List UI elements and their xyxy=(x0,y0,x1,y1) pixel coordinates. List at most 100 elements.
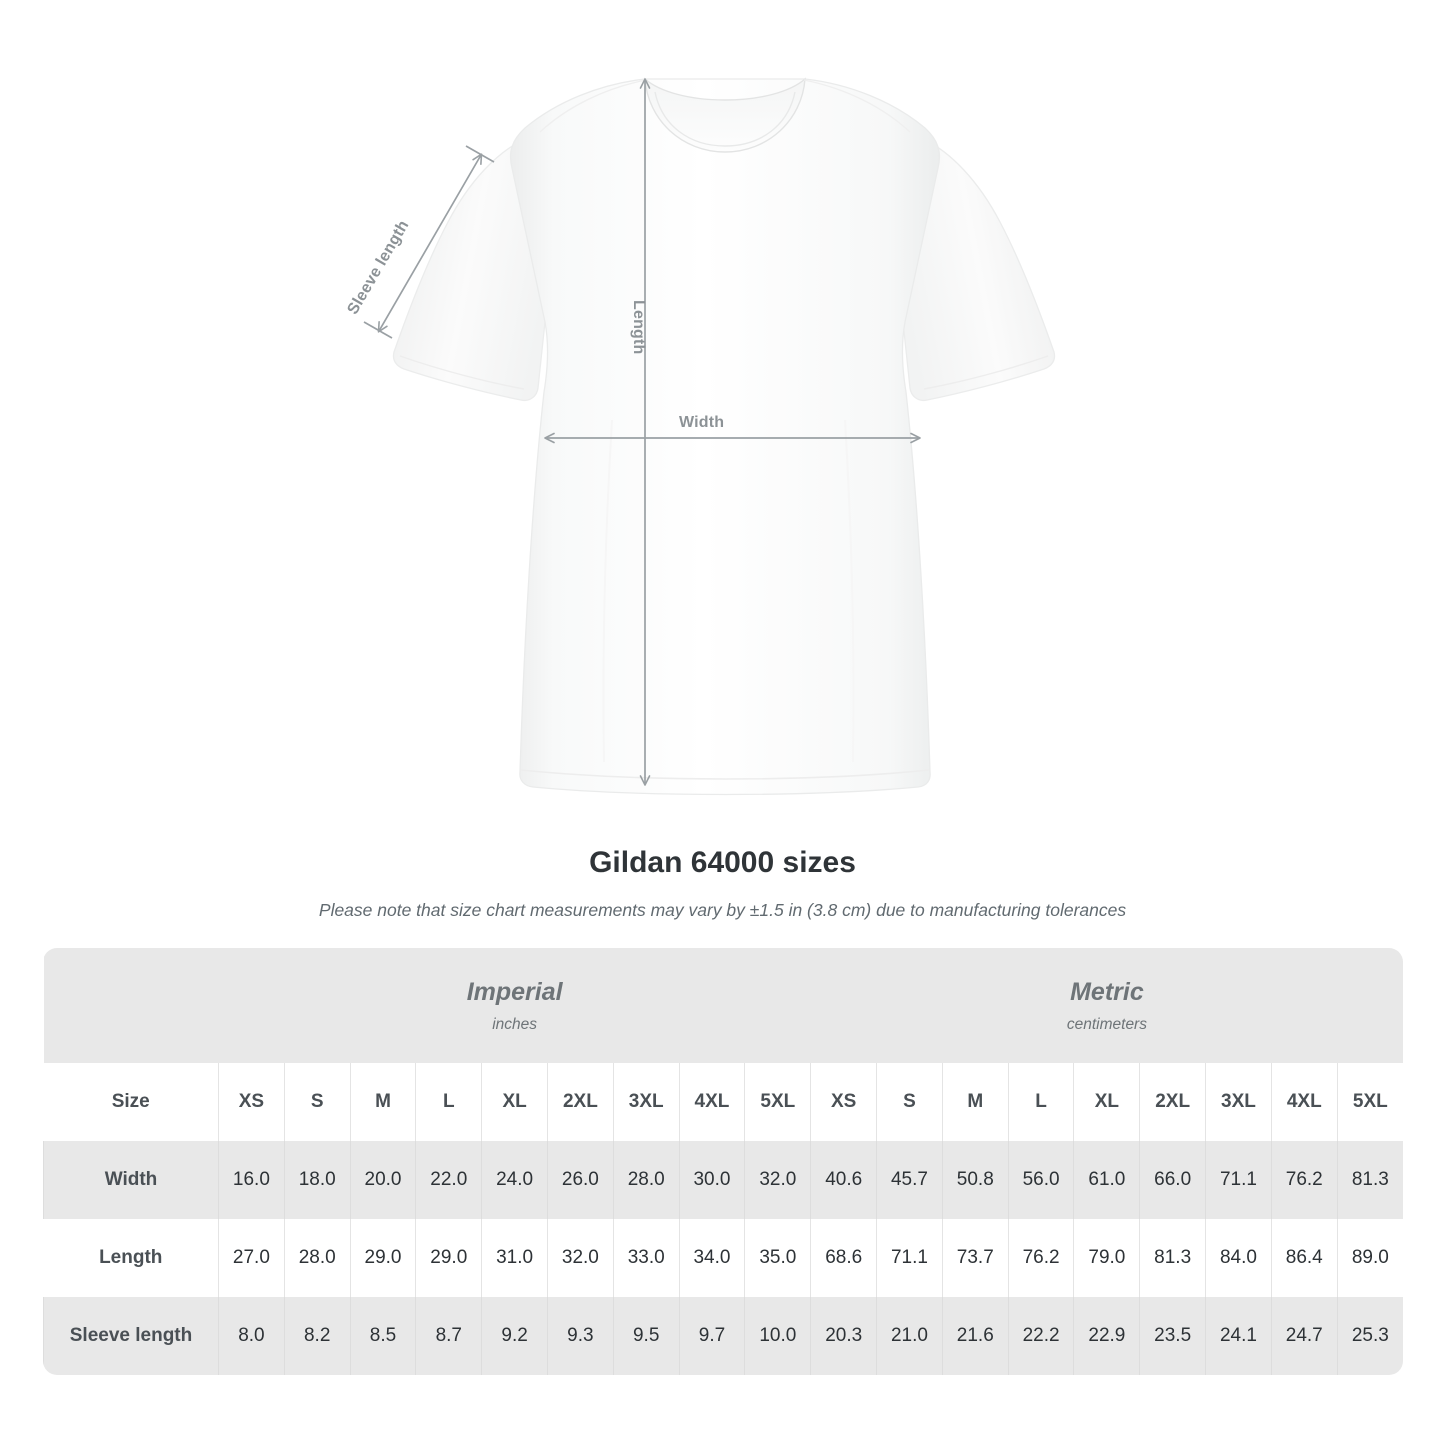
measurement-value-cell: 24.1 xyxy=(1205,1297,1272,1375)
measurement-value-cell: 20.0 xyxy=(349,1141,416,1219)
measurement-value-cell: 76.2 xyxy=(1007,1219,1074,1297)
size-header-cell: L xyxy=(415,1063,482,1141)
page-title: Gildan 64000 sizes xyxy=(589,846,856,879)
banner-metric-unit: centimeters xyxy=(1066,1015,1147,1033)
sleeve-length-arrow xyxy=(377,153,483,333)
banner-imperial-name: Imperial xyxy=(466,977,563,1006)
measurement-value-cell: 26.0 xyxy=(546,1141,614,1219)
measurement-value-cell: 10.0 xyxy=(744,1297,811,1375)
measurement-value-cell: 50.8 xyxy=(941,1141,1009,1219)
measurement-value-cell: 8.0 xyxy=(218,1297,285,1375)
size-header-row: Size XS S M L XL 2XL 3XL 4XL 5XL XS S M L XL 2XL 3XL 4XL… xyxy=(43,1063,1404,1141)
measurement-value-cell: 35.0 xyxy=(744,1219,811,1297)
size-chart-table-wrapper: Imperial inches Metric centimeters Size … xyxy=(43,948,1404,1375)
measurement-label-cell: Width xyxy=(43,1141,219,1219)
banner-imperial: Imperial inches xyxy=(218,948,811,1063)
measurement-label-cell: Length xyxy=(43,1219,219,1297)
tshirt-body xyxy=(392,77,1056,796)
measurement-value-cell: 79.0 xyxy=(1073,1219,1140,1297)
banner-spacer xyxy=(43,948,219,1063)
size-header-cell: M xyxy=(349,1063,416,1141)
measurement-value-cell: 31.0 xyxy=(481,1219,548,1297)
chart-title-block: Gildan 64000 sizes Please note that size… xyxy=(0,845,1445,921)
width-label: Width xyxy=(679,414,725,431)
measurement-value-cell: 16.0 xyxy=(218,1141,285,1219)
measurement-value-cell: 81.3 xyxy=(1139,1219,1206,1297)
banner-metric-name: Metric xyxy=(1070,977,1144,1006)
size-chart-table: Imperial inches Metric centimeters Size … xyxy=(43,948,1404,1375)
measurement-value-cell: 89.0 xyxy=(1336,1219,1404,1297)
measurement-value-cell: 29.0 xyxy=(349,1219,416,1297)
table-row: Length 27.0 28.0 29.0 29.0 31.0 32.0 33.0 34.0 35… xyxy=(43,1219,1404,1297)
measurement-value-cell: 33.0 xyxy=(612,1219,680,1297)
tshirt-illustration xyxy=(363,77,1056,796)
size-header-cell: 4XL xyxy=(1270,1063,1338,1141)
measurement-value-cell: 9.3 xyxy=(546,1297,614,1375)
measurement-value-cell: 30.0 xyxy=(678,1141,745,1219)
measurement-value-cell: 25.3 xyxy=(1336,1297,1404,1375)
unit-system-banner: Imperial inches Metric centimeters xyxy=(43,948,1404,1063)
measurement-value-cell: 40.6 xyxy=(810,1141,877,1219)
measurement-value-cell: 21.6 xyxy=(941,1297,1009,1375)
measurement-value-cell: 9.7 xyxy=(678,1297,745,1375)
measurement-value-cell: 45.7 xyxy=(876,1141,943,1219)
size-header-cell: 3XL xyxy=(612,1063,680,1141)
measurement-value-cell: 71.1 xyxy=(876,1219,943,1297)
measurement-value-cell: 27.0 xyxy=(218,1219,285,1297)
size-header-cell: XL xyxy=(1073,1063,1140,1141)
size-header-cell: 5XL xyxy=(1336,1063,1404,1141)
measurement-value-cell: 66.0 xyxy=(1139,1141,1206,1219)
size-header-cell: 2XL xyxy=(546,1063,614,1141)
measurement-value-cell: 29.0 xyxy=(415,1219,482,1297)
size-header-cell: M xyxy=(941,1063,1009,1141)
length-label: Length xyxy=(630,300,647,355)
measurement-value-cell: 9.5 xyxy=(612,1297,680,1375)
measurement-value-cell: 61.0 xyxy=(1073,1141,1140,1219)
measurement-value-cell: 22.9 xyxy=(1073,1297,1140,1375)
size-header-cell: 3XL xyxy=(1205,1063,1272,1141)
measurement-value-cell: 9.2 xyxy=(481,1297,548,1375)
measurement-value-cell: 76.2 xyxy=(1270,1141,1338,1219)
measurement-value-cell: 23.5 xyxy=(1139,1297,1206,1375)
measurement-value-cell: 24.0 xyxy=(481,1141,548,1219)
measurement-value-cell: 84.0 xyxy=(1205,1219,1272,1297)
banner-imperial-unit: inches xyxy=(492,1015,538,1033)
size-header-cell: 5XL xyxy=(744,1063,811,1141)
measurement-value-cell: 8.7 xyxy=(415,1297,482,1375)
measurement-value-cell: 21.0 xyxy=(876,1297,943,1375)
table-row: Sleeve length 8.0 8.2 8.5 8.7 9.2 9.3 9.5 9.7 10.… xyxy=(43,1297,1404,1375)
measurement-value-cell: 22.2 xyxy=(1007,1297,1074,1375)
size-header-cell: XS xyxy=(218,1063,285,1141)
size-header-cell: 2XL xyxy=(1139,1063,1206,1141)
sleeve-tick-top xyxy=(465,145,495,163)
size-header-cell: S xyxy=(283,1063,351,1141)
table-row: Width 16.0 18.0 20.0 22.0 24.0 26.0 28.0 30.0 32.… xyxy=(43,1141,1404,1219)
measurement-value-cell: 56.0 xyxy=(1007,1141,1074,1219)
measurement-value-cell: 8.5 xyxy=(349,1297,416,1375)
measurement-value-cell: 8.2 xyxy=(283,1297,351,1375)
measurement-value-cell: 71.1 xyxy=(1205,1141,1272,1219)
measurement-value-cell: 86.4 xyxy=(1270,1219,1338,1297)
size-header-cell: XS xyxy=(810,1063,877,1141)
measurement-label-cell: Sleeve length xyxy=(43,1297,219,1375)
tolerance-note: Please note that size chart measurements… xyxy=(318,900,1127,920)
measurement-value-cell: 68.6 xyxy=(810,1219,877,1297)
measurement-value-cell: 28.0 xyxy=(612,1141,680,1219)
banner-metric: Metric centimeters xyxy=(810,948,1404,1063)
size-header-cell: 4XL xyxy=(678,1063,745,1141)
size-header-cell: S xyxy=(876,1063,943,1141)
measurement-value-cell: 81.3 xyxy=(1336,1141,1404,1219)
sleeve-tick-bottom xyxy=(363,321,393,339)
size-header-label: Size xyxy=(43,1063,219,1141)
measurement-value-cell: 34.0 xyxy=(678,1219,745,1297)
measurement-value-cell: 73.7 xyxy=(941,1219,1009,1297)
measurement-value-cell: 28.0 xyxy=(283,1219,351,1297)
measurement-value-cell: 20.3 xyxy=(810,1297,877,1375)
measurement-lines xyxy=(363,78,921,786)
measurement-value-cell: 32.0 xyxy=(546,1219,614,1297)
measurement-value-cell: 32.0 xyxy=(744,1141,811,1219)
measurement-value-cell: 24.7 xyxy=(1270,1297,1338,1375)
size-header-cell: XL xyxy=(481,1063,548,1141)
tshirt-diagram: Width Length Sleeve length xyxy=(344,77,1056,796)
measurement-value-cell: 22.0 xyxy=(415,1141,482,1219)
